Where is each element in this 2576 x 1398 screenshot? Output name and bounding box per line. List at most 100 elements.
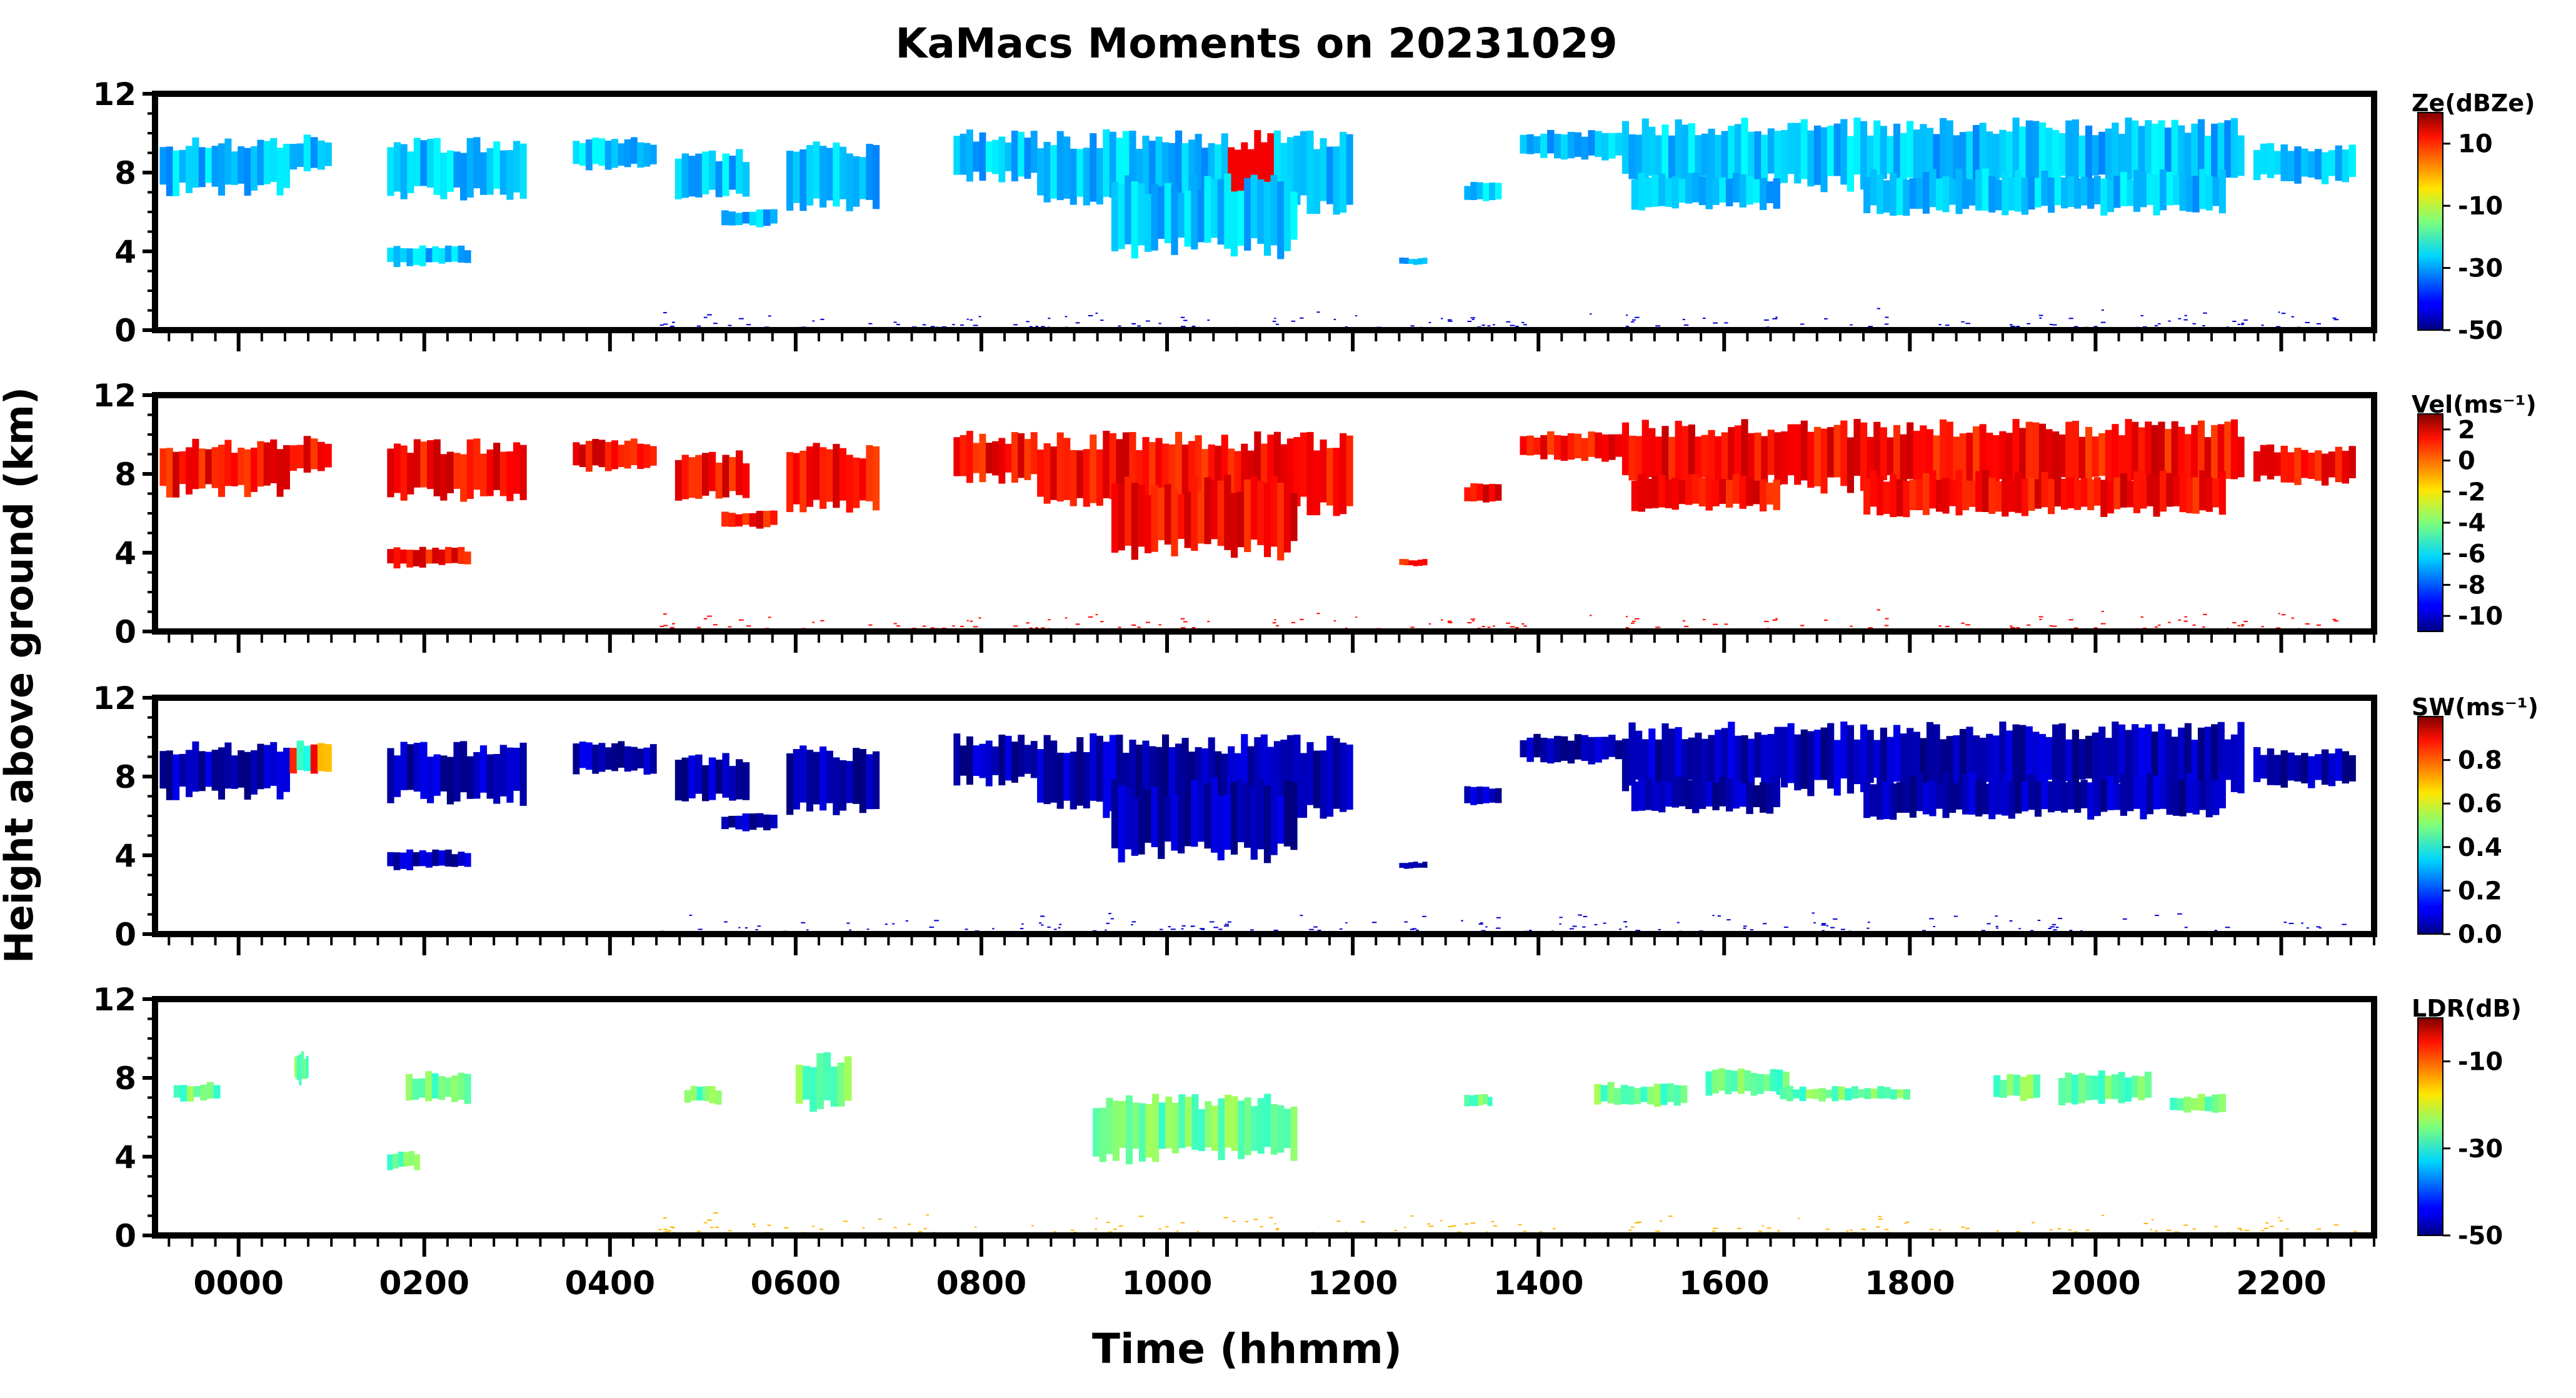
echo-cell	[979, 433, 986, 483]
echo-cell	[440, 454, 448, 501]
clutter-dot	[2232, 622, 2237, 624]
echo-cell	[2061, 478, 2068, 510]
clutter-dot	[2261, 1230, 2264, 1232]
clutter-dot	[1137, 325, 1141, 327]
clutter-dot	[728, 626, 732, 628]
echo-cell	[324, 443, 332, 468]
echo-cell	[2052, 431, 2060, 485]
echo-cell	[1946, 736, 1953, 793]
clutter-dot	[2291, 617, 2295, 619]
echo-cell	[1833, 425, 1841, 478]
clutter-dot	[1410, 626, 1415, 628]
echo-cell	[1900, 434, 1907, 487]
echo-cell	[742, 813, 750, 832]
echo-cell	[1986, 733, 1993, 782]
echo-cell	[406, 849, 414, 870]
echo-cell	[2113, 783, 2121, 810]
echo-cell	[770, 209, 778, 224]
echo-cell	[1933, 724, 1940, 795]
clutter-dot	[819, 1229, 824, 1230]
echo-cell	[1959, 132, 1967, 189]
echo-cell	[2047, 177, 2055, 213]
echo-cell	[506, 149, 514, 200]
echo-cell	[1794, 734, 1802, 791]
clutter-dot	[744, 927, 748, 929]
echo-cell	[1893, 425, 1901, 486]
echo-cell	[413, 138, 421, 186]
echo-cell	[1161, 443, 1170, 505]
echo-cell	[493, 141, 501, 189]
echo-cell	[2212, 1094, 2219, 1113]
clutter-dot	[784, 1227, 789, 1229]
clutter-dot	[978, 316, 981, 318]
echo-cell	[839, 146, 847, 199]
clutter-dot	[966, 620, 969, 621]
echo-cell	[846, 455, 853, 513]
echo-cell	[1333, 738, 1340, 809]
echo-cell	[786, 452, 794, 513]
echo-cell	[2314, 450, 2322, 481]
echo-cell	[2127, 776, 2134, 812]
x-tick-label: 2200	[2236, 1265, 2327, 1302]
echo-cell	[1880, 727, 1887, 789]
clutter-dot	[2058, 918, 2063, 920]
echo-cell	[2133, 471, 2141, 513]
clutter-dot	[2333, 1224, 2339, 1226]
echo-cell	[1313, 450, 1321, 516]
echo-cell	[399, 248, 407, 263]
echo-cell	[1673, 1085, 1681, 1106]
clutter-dot	[1065, 617, 1068, 619]
echo-cell	[1300, 432, 1308, 497]
clutter-dot	[1626, 616, 1628, 618]
clutter-dot	[2167, 1229, 2172, 1231]
echo-cell	[1681, 739, 1689, 794]
echo-cell	[387, 1154, 393, 1170]
clutter-dot	[806, 929, 809, 931]
echo-cell	[1211, 1105, 1219, 1151]
clutter-dot	[2275, 627, 2281, 629]
echo-cell	[1953, 436, 1960, 490]
colorbar-3	[2417, 716, 2443, 935]
echo-cell	[1890, 1089, 1898, 1100]
echo-cell	[444, 849, 452, 867]
echo-cell	[756, 209, 764, 228]
clutter-dot	[1158, 323, 1161, 324]
echo-cell	[2127, 179, 2134, 206]
echo-cell	[1250, 476, 1258, 540]
echo-cell	[2045, 429, 2053, 482]
echo-cell	[1024, 439, 1031, 480]
echo-cell	[1712, 178, 1720, 205]
echo-cell	[2072, 420, 2079, 485]
echo-cell	[1547, 129, 1555, 154]
echo-cell	[2237, 722, 2245, 793]
clutter-dot	[849, 929, 852, 931]
echo-cell	[1999, 431, 2007, 480]
echo-cell	[1774, 727, 1782, 778]
echo-cell	[1399, 258, 1405, 264]
clutter-dot	[965, 928, 968, 930]
y-tick-label: 4	[114, 838, 136, 874]
echo-cell	[1648, 428, 1656, 478]
clutter-dot	[1105, 929, 1107, 931]
clutter-dot	[2245, 1229, 2250, 1231]
echo-cell	[1988, 477, 1996, 514]
echo-cell	[1111, 779, 1119, 848]
clutter-dot	[1523, 324, 1527, 326]
echo-cell	[1050, 740, 1058, 803]
echo-cell	[159, 751, 167, 789]
echo-cell	[2280, 750, 2288, 788]
echo-cell	[2192, 176, 2200, 213]
echo-cell	[173, 1085, 181, 1098]
echo-cell	[715, 759, 723, 794]
echo-cell	[2321, 749, 2329, 785]
echo-cell	[1043, 735, 1051, 805]
echo-cell	[1903, 179, 1910, 216]
echo-cell	[1695, 732, 1702, 784]
clutter-dot	[1100, 621, 1104, 623]
echo-cell	[2054, 780, 2062, 812]
echo-cell	[2179, 172, 2187, 211]
clutter-dot	[1041, 326, 1045, 328]
echo-cell	[709, 1086, 716, 1104]
echo-cell	[244, 449, 251, 497]
clutter-dot	[1021, 923, 1024, 925]
